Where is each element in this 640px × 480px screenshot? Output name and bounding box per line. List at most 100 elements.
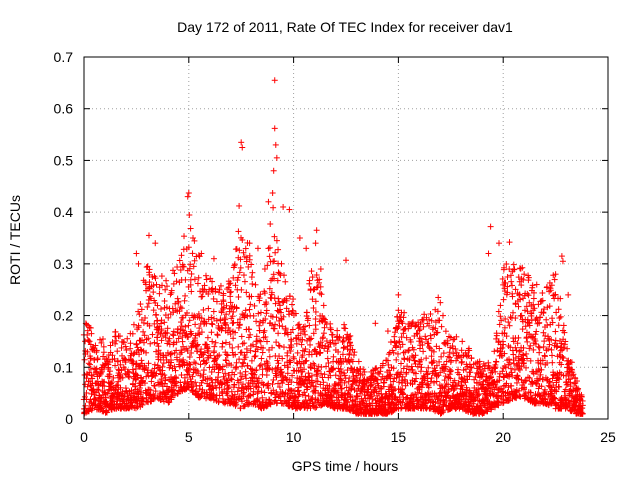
data-point [158,371,164,377]
data-point [512,315,518,321]
data-point [318,266,324,272]
data-point [264,307,270,313]
data-point [140,329,146,335]
data-point [395,351,401,357]
data-point [258,310,264,316]
data-point [307,342,313,348]
data-point [209,285,215,291]
data-point [246,326,252,332]
data-point [98,370,104,376]
data-point [506,239,512,245]
data-point [491,348,497,354]
data-point [170,267,176,273]
data-point [82,357,88,363]
data-point [537,345,543,351]
data-point [275,296,281,302]
data-point [496,240,502,246]
data-point [249,281,255,287]
data-point [149,332,155,338]
data-point [551,292,557,298]
data-point [238,139,244,145]
data-point [543,317,549,323]
x-tick-label: 15 [391,429,407,445]
data-point [162,298,168,304]
data-point [257,319,263,325]
data-point [273,395,279,401]
data-point [313,240,319,246]
data-point [128,340,134,346]
data-point [179,323,185,329]
data-point [282,279,288,285]
data-point [376,371,382,377]
data-point [205,306,211,312]
data-point [271,168,277,174]
data-point [215,332,221,338]
data-point [533,328,539,334]
data-point [152,383,158,389]
data-point [393,343,399,349]
data-point [372,320,378,326]
data-point [501,297,507,303]
data-point [94,357,100,363]
data-point [188,225,194,231]
data-point [303,245,309,251]
y-tick-label: 0.3 [54,256,74,272]
data-point [459,338,465,344]
data-point [398,360,404,366]
data-point [192,276,198,282]
data-point [559,253,565,259]
data-point [497,321,503,327]
data-point [174,278,180,284]
data-point [472,374,478,380]
data-point [158,306,164,312]
data-point [440,313,446,319]
data-point [262,389,268,395]
data-point [177,258,183,264]
data-point [299,337,305,343]
data-point [272,77,278,83]
data-point [267,253,273,259]
data-point [497,302,503,308]
data-point [437,300,443,306]
data-point [565,292,571,298]
data-point [146,232,152,238]
data-point [236,203,242,209]
y-tick-label: 0.6 [54,101,74,117]
data-point [191,238,197,244]
data-point [203,273,209,279]
data-point [205,335,211,341]
data-point [289,302,295,308]
data-point [152,240,158,246]
data-point [534,282,540,288]
data-point [314,227,320,233]
data-point [420,348,426,354]
data-point [209,321,215,327]
data-point [296,387,302,393]
data-point [201,367,207,373]
data-point [270,205,276,211]
data-point [88,331,94,337]
data-point [182,298,188,304]
data-point [247,301,253,307]
data-point [235,344,241,350]
data-point [156,291,162,297]
data-point [154,334,160,340]
data-point [253,318,259,324]
data-points [81,77,586,417]
data-point [552,277,558,283]
data-point [186,212,192,218]
data-point [174,264,180,270]
data-point [195,280,201,286]
data-point [549,360,555,366]
data-point [515,335,521,341]
data-point [196,325,202,331]
data-point [198,361,204,367]
data-point [237,269,243,275]
data-point [539,290,545,296]
y-tick-label: 0.5 [54,152,74,168]
data-point [159,376,165,382]
data-point [249,274,255,280]
data-point [324,348,330,354]
data-point [264,372,270,378]
data-point [496,309,502,315]
